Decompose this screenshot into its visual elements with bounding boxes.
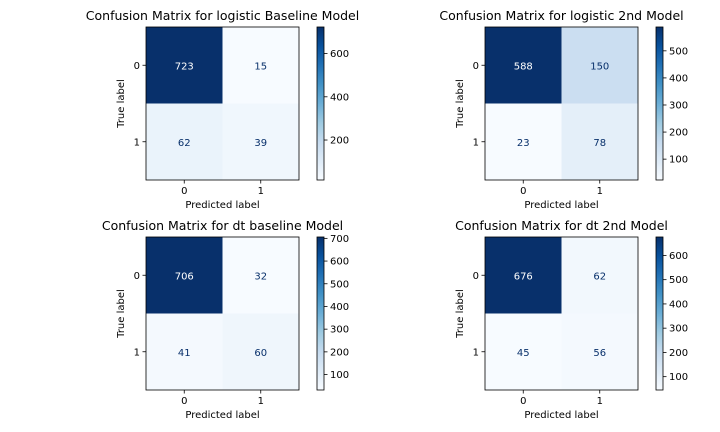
x-tick-label: 0 <box>181 186 187 197</box>
cell-value-r1-c0: 23 <box>517 138 530 149</box>
chart-title: Confusion Matrix for logistic Baseline M… <box>86 8 359 23</box>
cell-value-r1-c0: 62 <box>178 138 191 149</box>
cell-value-r0-c0: 588 <box>514 61 533 72</box>
x-axis-label: Predicted label <box>524 200 598 211</box>
y-axis-label: True label <box>455 289 466 339</box>
cell-r0-c1 <box>561 237 638 314</box>
colorbar-tick-label: 600 <box>669 251 688 262</box>
colorbar-tick-label: 500 <box>330 279 349 290</box>
colorbar-tick-label: 200 <box>669 348 688 359</box>
y-tick-label: 1 <box>473 347 479 358</box>
x-tick-label: 1 <box>597 396 603 407</box>
colorbar <box>655 26 664 181</box>
chart-title: Confusion Matrix for dt baseline Model <box>102 218 343 233</box>
colorbar-tick-label: 100 <box>330 370 349 381</box>
colorbar-tick-label: 600 <box>330 257 349 268</box>
cell-r0-c0 <box>485 27 562 104</box>
cell-value-r0-c1: 150 <box>590 61 609 72</box>
confusion-matrix-4: Confusion Matrix for dt 2nd Model 676 62 45… <box>455 218 688 421</box>
x-axis-label: Predicted label <box>185 200 259 211</box>
cell-r0-c1 <box>561 27 638 104</box>
cell-r1-c0 <box>485 313 562 390</box>
cell-r0-c1 <box>222 237 299 314</box>
y-tick-label: 1 <box>134 137 140 148</box>
colorbar-tick-label: 600 <box>330 49 349 60</box>
cell-value-r1-c0: 45 <box>517 348 530 359</box>
cell-r1-c1 <box>561 313 638 390</box>
chart-title: Confusion Matrix for logistic 2nd Model <box>439 8 683 23</box>
x-tick-label: 1 <box>258 396 264 407</box>
colorbar-tick-label: 300 <box>669 324 688 335</box>
colorbar-tick-label: 100 <box>669 372 688 383</box>
cell-r0-c0 <box>146 27 223 104</box>
cell-value-r0-c0: 706 <box>175 271 194 282</box>
cell-r0-c1 <box>222 27 299 104</box>
axes-frame <box>484 236 639 391</box>
cell-value-r0-c0: 723 <box>175 61 194 72</box>
colorbar-tick-label: 400 <box>330 302 349 313</box>
cell-value-r1-c1: 39 <box>254 138 267 149</box>
cell-value-r0-c1: 15 <box>254 61 267 72</box>
cell-value-r1-c1: 56 <box>593 348 606 359</box>
axes-frame <box>145 26 300 181</box>
confusion-matrix-1: Confusion Matrix for logistic Baseline M… <box>86 8 359 211</box>
cell-r1-c0 <box>146 103 223 180</box>
axes-frame <box>484 26 639 181</box>
colorbar-tick-label: 200 <box>669 128 688 139</box>
y-tick-label: 0 <box>473 271 479 282</box>
colorbar-tick-label: 400 <box>669 299 688 310</box>
cell-value-r1-c0: 41 <box>178 348 191 359</box>
confusion-matrix-3: Confusion Matrix for dt baseline Model70… <box>102 218 349 421</box>
colorbar-tick-label: 200 <box>330 136 349 147</box>
colorbar-tick-label: 300 <box>330 325 349 336</box>
y-axis-label: True label <box>455 79 466 129</box>
colorbar-tick-label: 200 <box>330 347 349 358</box>
colorbar-tick-label: 400 <box>330 92 349 103</box>
confusion-matrix-2: Confusion Matrix for logistic 2nd Model 5… <box>439 8 688 211</box>
x-axis-label: Predicted label <box>185 410 259 421</box>
x-tick-label: 0 <box>520 186 526 197</box>
cell-r1-c1 <box>561 103 638 180</box>
x-tick-label: 1 <box>258 186 264 197</box>
x-tick-label: 0 <box>520 396 526 407</box>
cell-r1-c0 <box>485 103 562 180</box>
axes-frame <box>145 236 300 391</box>
cell-r1-c0 <box>146 313 223 390</box>
cell-value-r1-c1: 78 <box>593 138 606 149</box>
chart-title: Confusion Matrix for dt 2nd Model <box>455 218 668 233</box>
y-axis-label: True label <box>116 289 127 339</box>
colorbar-tick-label: 300 <box>669 100 688 111</box>
y-tick-label: 0 <box>134 271 140 282</box>
colorbar-tick-label: 500 <box>669 275 688 286</box>
cell-r0-c0 <box>146 237 223 314</box>
colorbar-tick-label: 400 <box>669 73 688 84</box>
colorbar-tick-label: 700 <box>330 234 349 245</box>
y-axis-label: True label <box>116 79 127 129</box>
cell-r0-c0 <box>485 237 562 314</box>
y-tick-label: 1 <box>473 137 479 148</box>
cell-value-r0-c0: 676 <box>514 271 533 282</box>
colorbar <box>316 26 325 181</box>
y-tick-label: 1 <box>134 347 140 358</box>
cell-r1-c1 <box>222 313 299 390</box>
y-tick-label: 0 <box>134 61 140 72</box>
cell-value-r1-c1: 60 <box>254 348 267 359</box>
colorbar <box>316 236 325 391</box>
cell-r1-c1 <box>222 103 299 180</box>
x-tick-label: 1 <box>597 186 603 197</box>
y-tick-label: 0 <box>473 61 479 72</box>
colorbar-tick-label: 500 <box>669 46 688 57</box>
x-axis-label: Predicted label <box>524 410 598 421</box>
colorbar-tick-label: 100 <box>669 155 688 166</box>
cell-value-r0-c1: 62 <box>593 271 606 282</box>
colorbar <box>655 236 664 391</box>
cell-value-r0-c1: 32 <box>254 271 267 282</box>
x-tick-label: 0 <box>181 396 187 407</box>
